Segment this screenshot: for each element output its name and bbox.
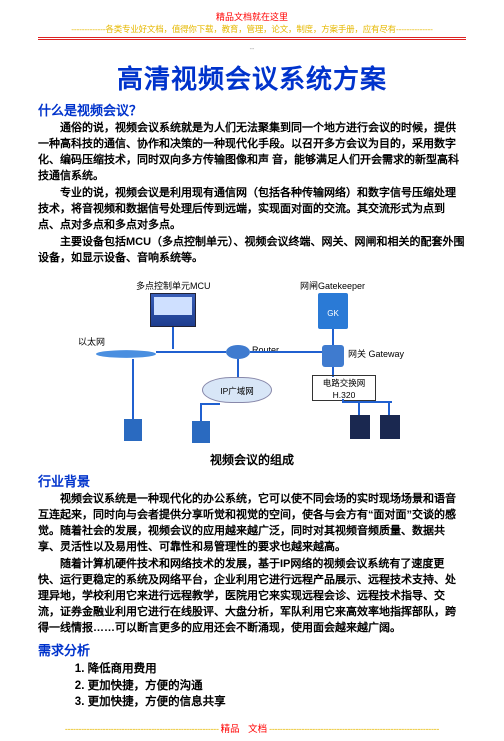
- divider-top-1: [38, 37, 466, 38]
- page-title: 高清视频会议系统方案: [38, 59, 466, 96]
- header-line1: 精品文档就在这里: [38, 10, 466, 23]
- diagram-caption: 视频会议的组成: [38, 451, 466, 468]
- list-item: 3. 更加快捷，方便的信息共享: [75, 694, 466, 711]
- section-background-p1: 视频会议系统是一种现代化的办公系统，它可以使不同会场的实时现场场景和语音互连起来…: [38, 492, 466, 556]
- terminal-icon: [124, 419, 142, 441]
- router-icon: [226, 345, 250, 359]
- diagram-line: [172, 327, 174, 349]
- footer-text-2: 文档: [248, 724, 267, 735]
- terminal-icon: [380, 415, 400, 439]
- router-label: Router: [252, 345, 279, 355]
- diagram-line: [342, 399, 344, 403]
- diagram-line: [250, 351, 322, 353]
- gatekeeper-icon: GK: [318, 293, 348, 329]
- mcu-icon: [150, 293, 196, 327]
- ethernet-icon: [96, 351, 156, 359]
- header-banner: 精品文档就在这里 -------------各类专业好文档，值得你下载，教育，管…: [38, 10, 466, 35]
- gateway-icon: [322, 345, 344, 367]
- mcu-label: 多点控制单元MCU: [136, 279, 211, 292]
- list-item: 1. 降低商用费用: [75, 661, 466, 678]
- section-what-p2: 专业的说，视频会议是利用现有通信网（包括各种传输网络）和数字信号压缩处理技术，将…: [38, 186, 466, 234]
- network-diagram: 多点控制单元MCU 网闸Gatekeeper GK 以太网 Router 网关 …: [72, 271, 432, 449]
- diagram-line: [156, 351, 226, 353]
- section-what-p3: 主要设备包括MCU（多点控制单元）、视频会议终端、网关、网闸和相关的配套外围设备…: [38, 235, 466, 267]
- ethernet-label: 以太网: [78, 335, 105, 348]
- footer-text-1: 精品: [221, 724, 240, 735]
- section-what-p1: 通俗的说，视频会议系统就是为人们无法聚集到同一个地方进行会议的时候，提供一种高科…: [38, 121, 466, 185]
- section-background-heading: 行业背景: [38, 471, 466, 490]
- ipwan-cloud: IP广域网: [202, 377, 272, 403]
- footer-dash-2: ----------------------------------------…: [269, 724, 439, 734]
- header-line2: -------------各类专业好文档，值得你下载，教育，管理，论文，制度，方…: [38, 23, 466, 35]
- gateway-label: 网关 Gateway: [348, 347, 404, 360]
- h320-box: 电路交换网 H.320: [312, 375, 376, 401]
- diagram-line: [200, 403, 220, 405]
- document-page: 精品文档就在这里 -------------各类专业好文档，值得你下载，教育，管…: [0, 0, 504, 741]
- diagram-line: [342, 401, 392, 403]
- list-item: 2. 更加快捷，方便的沟通: [75, 678, 466, 695]
- section-needs-heading: 需求分析: [38, 640, 466, 659]
- terminal-icon: [192, 421, 210, 443]
- section-background-p2: 随着计算机硬件技术和网络技术的发展，基于IP网络的视频会议系统有了速度更快、运行…: [38, 557, 466, 637]
- small-mark: --: [38, 46, 466, 53]
- needs-list: 1. 降低商用费用 2. 更加快捷，方便的沟通 3. 更加快捷，方便的信息共享: [38, 661, 466, 711]
- terminal-icon: [350, 415, 370, 439]
- gatekeeper-label: 网闸Gatekeeper: [300, 279, 365, 292]
- footer-dash: ----------------------------------------…: [65, 724, 219, 734]
- diagram-line: [132, 359, 134, 419]
- diagram-line: [200, 403, 202, 423]
- diagram-line: [237, 359, 239, 379]
- footer: ----------------------------------------…: [38, 719, 466, 737]
- divider-top-2: [38, 39, 466, 40]
- section-what-heading: 什么是视频会议？: [38, 100, 466, 119]
